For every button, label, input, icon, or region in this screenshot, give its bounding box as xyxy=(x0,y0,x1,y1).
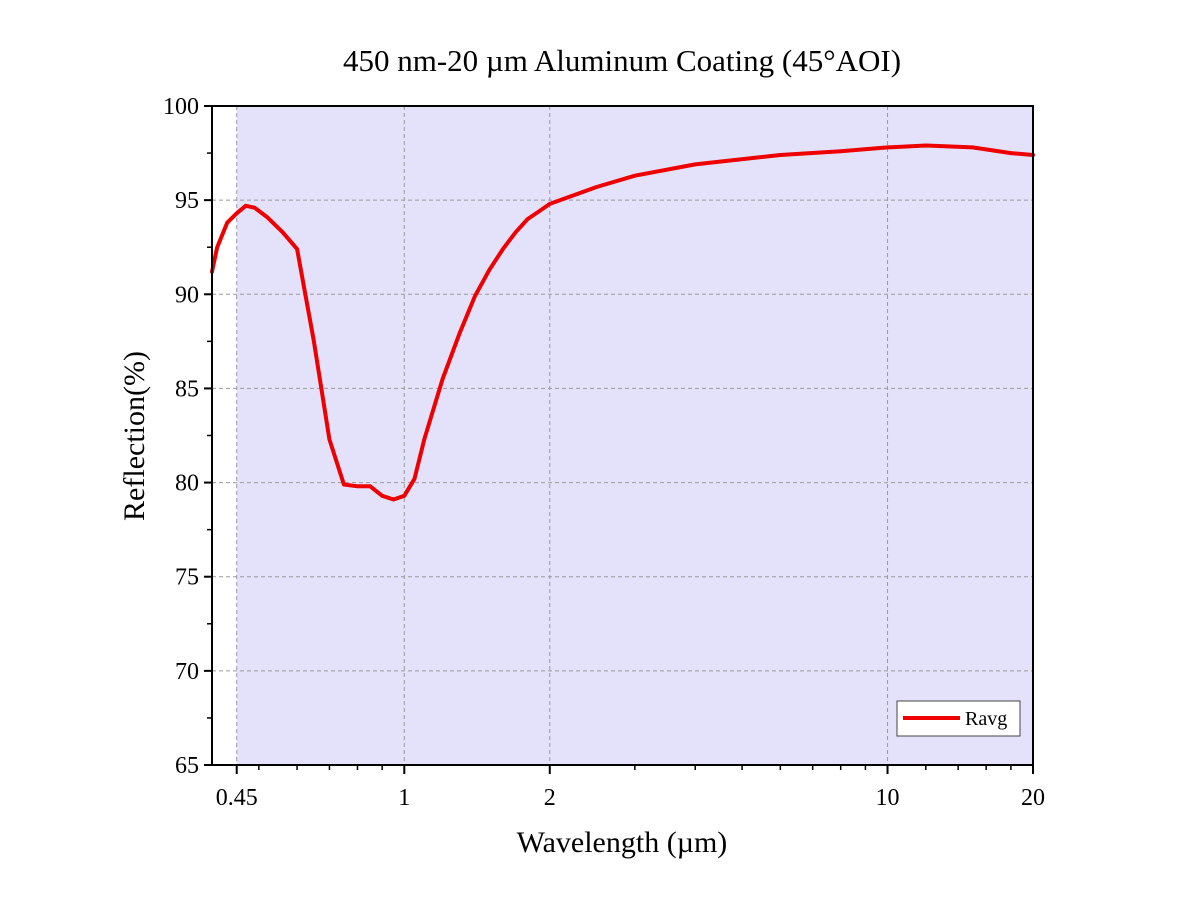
x-tick-label: 2 xyxy=(544,785,556,811)
x-tick-label: 1 xyxy=(398,785,410,811)
x-axis-label: Wavelength (µm) xyxy=(517,826,728,859)
legend-label-ravg: Ravg xyxy=(965,708,1007,730)
y-tick-label: 80 xyxy=(175,471,199,497)
y-axis-label: Reflection(%) xyxy=(118,351,151,521)
y-tick-label: 100 xyxy=(163,94,199,120)
y-tick-label: 95 xyxy=(175,188,199,214)
y-tick-label: 75 xyxy=(175,565,199,591)
tick-labels: 65 70 75 80 85 90 95 100 0.45 1 2 10 20 xyxy=(163,94,1045,811)
shaded-band xyxy=(236,106,1034,765)
x-tick-label: 0.45 xyxy=(216,785,258,811)
x-tick-label: 20 xyxy=(1021,785,1045,811)
axis-ticks xyxy=(204,105,1034,774)
y-tick-label: 90 xyxy=(175,282,199,308)
chart-title: 450 nm-20 µm Aluminum Coating (45°AOI) xyxy=(343,43,901,78)
y-tick-label: 65 xyxy=(175,753,199,779)
series-line-ravg xyxy=(210,143,1035,502)
legend: Ravg xyxy=(896,700,1021,737)
x-tick-label: 10 xyxy=(876,785,900,811)
y-tick-label: 70 xyxy=(175,659,199,685)
y-tick-label: 85 xyxy=(175,376,199,402)
grid-lines xyxy=(212,106,1033,765)
